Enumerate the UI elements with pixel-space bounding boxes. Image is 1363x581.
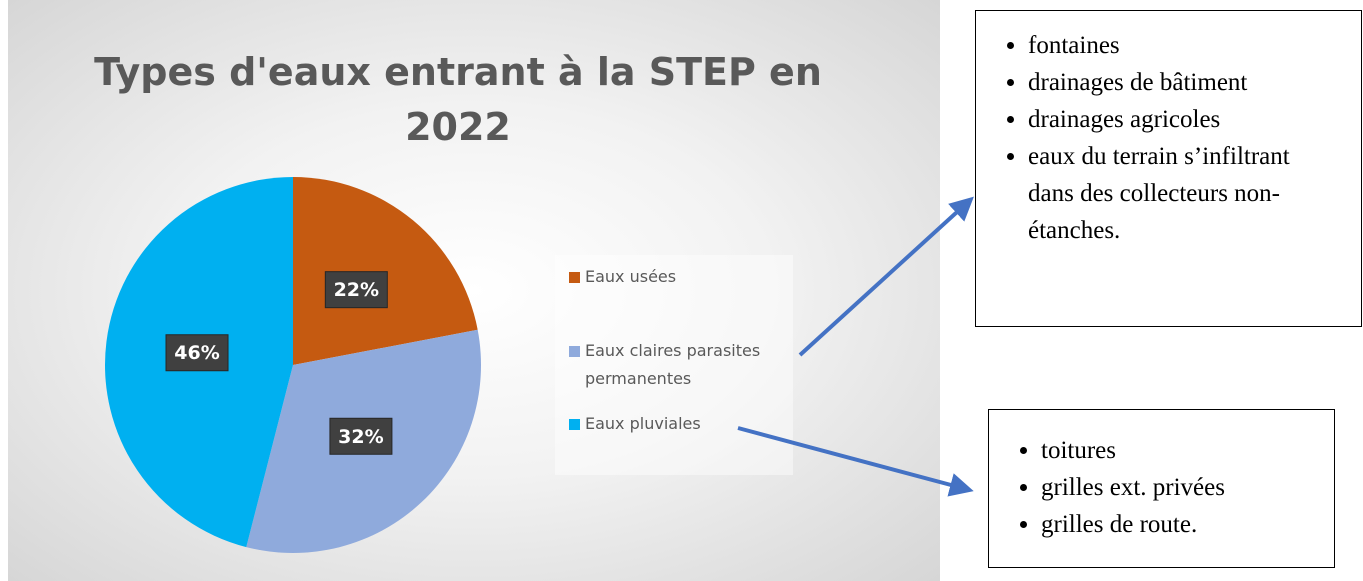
bullet-item: grilles ext. privées	[1041, 469, 1334, 506]
legend-swatch	[569, 272, 580, 283]
chart-title: Types d'eaux entrant à la STEP en 2022	[94, 50, 822, 149]
bullet-item: drainages de bâtiment	[1028, 64, 1328, 101]
legend-label: Eaux pluviales	[585, 414, 701, 433]
legend-label: Eaux usées	[585, 267, 677, 286]
legend-item: Eaux pluviales	[569, 410, 810, 438]
bullet-item: eaux du terrain s’infiltrant dans des co…	[1028, 138, 1328, 249]
data-label-bg	[329, 417, 393, 455]
bullet-item: drainages agricoles	[1028, 101, 1328, 138]
text-box: fontainesdrainages de bâtimentdrainages …	[975, 10, 1362, 327]
data-label: 46%	[174, 342, 219, 364]
bullet-item: fontaines	[1028, 27, 1328, 64]
arrow	[798, 196, 974, 357]
arrow	[737, 426, 974, 497]
text-box: toituresgrilles ext. privéesgrilles de r…	[988, 409, 1335, 568]
legend-item: Eaux usées	[569, 263, 810, 291]
data-label: 32%	[338, 426, 383, 448]
legend-swatch	[569, 419, 580, 430]
legend-item: Eaux claires parasites permanentes	[569, 337, 810, 393]
data-label-bg	[165, 334, 229, 372]
data-label: 22%	[334, 279, 379, 301]
bullet-item: toitures	[1041, 432, 1334, 469]
legend-swatch	[569, 346, 580, 357]
data-label-bg	[324, 271, 388, 309]
bullet-item: grilles de route.	[1041, 506, 1334, 543]
legend-label: Eaux claires parasites permanentes	[585, 341, 761, 388]
pie-slice	[293, 176, 478, 365]
legend: Eaux usées Eaux claires parasites permane…	[555, 255, 793, 475]
